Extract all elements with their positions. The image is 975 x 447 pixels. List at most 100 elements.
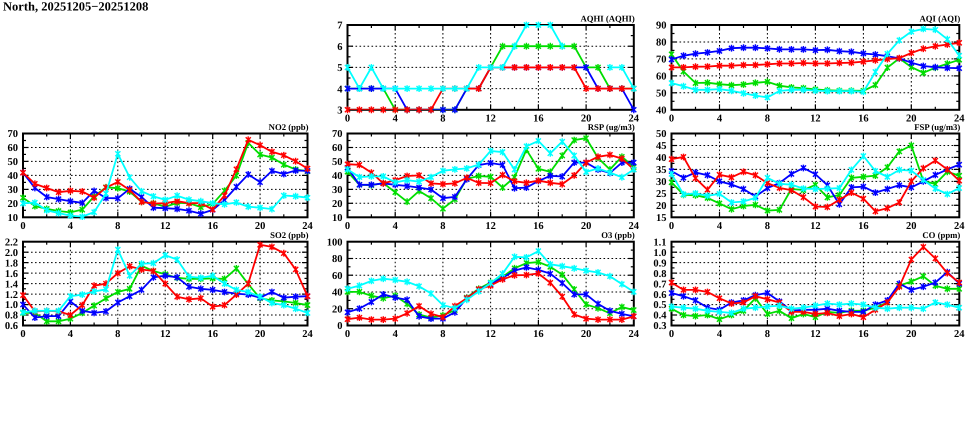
svg-text:12: 12 [810,329,821,340]
svg-text:12: 12 [485,221,496,232]
svg-text:40: 40 [656,106,667,117]
svg-text:40: 40 [332,171,343,182]
svg-text:5: 5 [337,63,342,74]
svg-text:4: 4 [68,329,74,340]
svg-text:16: 16 [858,221,869,232]
svg-text:1.0: 1.0 [653,248,666,259]
svg-text:0.7: 0.7 [653,279,666,290]
svg-text:4: 4 [717,113,723,124]
svg-text:AQI (AQI): AQI (AQI) [920,13,961,23]
svg-text:0.8: 0.8 [5,311,18,322]
svg-text:0.3: 0.3 [653,321,666,332]
svg-text:20: 20 [255,221,266,232]
svg-text:10: 10 [8,213,19,224]
svg-text:20: 20 [656,201,667,212]
svg-text:30: 30 [8,185,19,196]
svg-text:8: 8 [440,221,445,232]
svg-text:4: 4 [68,221,74,232]
svg-text:60: 60 [332,143,343,154]
svg-text:50: 50 [8,157,19,168]
svg-text:20: 20 [332,199,343,210]
svg-text:8: 8 [115,221,120,232]
svg-text:0.5: 0.5 [653,300,666,311]
svg-text:100: 100 [327,237,343,248]
svg-text:70: 70 [8,129,19,140]
svg-text:16: 16 [533,221,544,232]
svg-text:80: 80 [332,254,343,265]
svg-text:10: 10 [332,213,343,224]
svg-text:0: 0 [345,221,350,232]
svg-text:0: 0 [345,329,350,340]
svg-text:45: 45 [656,141,667,152]
svg-text:1.1: 1.1 [653,237,666,248]
svg-text:16: 16 [207,329,218,340]
svg-text:1.2: 1.2 [5,290,18,301]
svg-text:24: 24 [954,329,965,340]
svg-text:8: 8 [115,329,120,340]
svg-text:4: 4 [393,329,399,340]
svg-text:8: 8 [765,113,770,124]
svg-text:40: 40 [332,288,343,299]
svg-text:50: 50 [332,157,343,168]
svg-text:O3 (ppb): O3 (ppb) [601,230,635,240]
svg-text:0.8: 0.8 [653,269,666,280]
svg-text:90: 90 [656,21,667,32]
svg-text:4: 4 [393,221,399,232]
svg-text:0.6: 0.6 [653,290,666,301]
svg-text:1.6: 1.6 [5,269,18,280]
svg-text:AQHI (AQHI): AQHI (AQHI) [581,13,635,23]
svg-text:0: 0 [337,321,342,332]
svg-text:20: 20 [906,329,917,340]
svg-text:CO (ppm): CO (ppm) [922,230,960,240]
svg-text:24: 24 [302,221,313,232]
svg-text:24: 24 [629,113,640,124]
svg-text:8: 8 [440,113,445,124]
svg-text:16: 16 [207,221,218,232]
svg-text:24: 24 [954,221,965,232]
svg-text:30: 30 [332,185,343,196]
svg-text:16: 16 [858,329,869,340]
svg-text:SO2 (ppb): SO2 (ppb) [270,230,308,240]
svg-text:7: 7 [337,21,342,32]
svg-text:1.0: 1.0 [5,300,18,311]
svg-text:3: 3 [337,106,342,117]
svg-text:20: 20 [906,113,917,124]
svg-text:0.9: 0.9 [653,258,666,269]
svg-text:15: 15 [656,213,667,224]
svg-text:16: 16 [533,113,544,124]
svg-text:24: 24 [954,113,965,124]
svg-text:FSP (ug/m3): FSP (ug/m3) [914,122,960,132]
svg-text:0: 0 [20,329,25,340]
svg-text:North, 20251205−20251208: North, 20251205−20251208 [3,0,148,13]
svg-text:20: 20 [581,329,592,340]
svg-text:1.8: 1.8 [5,258,18,269]
svg-text:16: 16 [858,113,869,124]
svg-text:50: 50 [656,129,667,140]
svg-text:12: 12 [160,221,171,232]
svg-text:40: 40 [656,153,667,164]
svg-text:8: 8 [440,329,445,340]
svg-text:24: 24 [629,221,640,232]
svg-text:2.2: 2.2 [5,237,18,248]
svg-text:20: 20 [332,304,343,315]
svg-text:80: 80 [656,38,667,49]
svg-text:20: 20 [581,113,592,124]
svg-text:30: 30 [656,177,667,188]
svg-text:0: 0 [669,329,674,340]
svg-text:4: 4 [337,84,343,95]
svg-text:12: 12 [160,329,171,340]
svg-text:NO2 (ppb): NO2 (ppb) [269,122,309,132]
svg-text:12: 12 [485,113,496,124]
svg-text:70: 70 [656,55,667,66]
svg-text:20: 20 [255,329,266,340]
svg-text:50: 50 [656,89,667,100]
svg-text:12: 12 [485,329,496,340]
svg-text:35: 35 [656,165,667,176]
svg-text:0.4: 0.4 [653,311,667,322]
svg-text:4: 4 [717,221,723,232]
svg-text:12: 12 [810,221,821,232]
svg-text:0: 0 [20,221,25,232]
svg-text:25: 25 [656,189,667,200]
svg-text:1.4: 1.4 [5,279,19,290]
svg-text:6: 6 [337,42,342,53]
